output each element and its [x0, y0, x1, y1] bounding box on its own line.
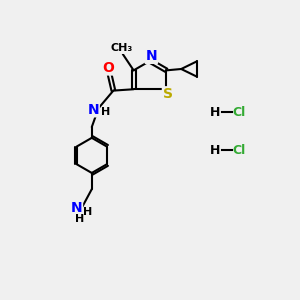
- Text: H: H: [101, 107, 111, 117]
- Text: O: O: [102, 61, 114, 75]
- Text: N: N: [87, 103, 99, 116]
- Text: CH₃: CH₃: [110, 43, 133, 53]
- Text: H: H: [75, 214, 84, 224]
- Text: N: N: [146, 49, 157, 63]
- Text: Cl: Cl: [232, 143, 246, 157]
- Text: H: H: [210, 143, 220, 157]
- Text: Cl: Cl: [232, 106, 246, 119]
- Text: H: H: [210, 106, 220, 119]
- Text: N: N: [70, 201, 82, 215]
- Text: S: S: [163, 87, 173, 101]
- Text: H: H: [83, 207, 92, 217]
